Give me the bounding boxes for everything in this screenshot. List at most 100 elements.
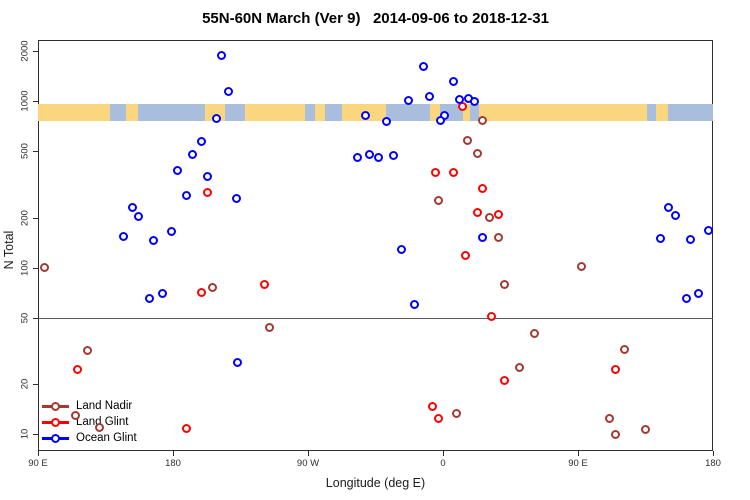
legend-item-land-glint: Land Glint	[42, 414, 192, 430]
y-tick	[33, 51, 38, 53]
data-point-ocean-glint	[128, 202, 138, 212]
legend-label: Ocean Glint	[76, 432, 137, 444]
y-tick	[33, 217, 38, 219]
chart-title: 55N-60N March (Ver 9) 2014-09-06 to 2018…	[202, 10, 549, 27]
data-point-land-nadir	[477, 116, 487, 126]
data-point-ocean-glint	[202, 171, 212, 181]
data-point-land-glint	[610, 365, 620, 375]
x-tick	[578, 451, 579, 456]
data-point-land-glint	[477, 184, 487, 194]
map-strip-segment-ocean	[386, 104, 430, 122]
data-point-land-nadir	[82, 345, 92, 355]
legend-label: Land Nadir	[76, 400, 133, 412]
map-strip-segment-land	[245, 104, 305, 122]
y-axis-label: N Total	[2, 230, 16, 270]
data-point-land-nadir	[620, 344, 630, 354]
data-point-land-nadir	[515, 363, 525, 373]
map-strip-segment-land	[126, 104, 139, 122]
data-point-ocean-glint	[167, 226, 177, 236]
data-point-ocean-glint	[454, 94, 464, 104]
data-point-ocean-glint	[181, 191, 191, 201]
y-tick	[33, 434, 38, 436]
x-axis-label: Longitude (deg E)	[325, 476, 426, 490]
data-point-ocean-glint	[396, 245, 406, 255]
data-point-ocean-glint	[470, 97, 480, 107]
legend-circle	[51, 417, 60, 427]
data-point-ocean-glint	[381, 116, 391, 126]
data-point-ocean-glint	[188, 150, 198, 160]
y-tick-label: 20	[19, 378, 31, 390]
data-point-ocean-glint	[231, 193, 241, 203]
y-tick	[33, 151, 38, 153]
x-tick-label: 180	[165, 458, 181, 469]
legend-circle	[51, 401, 60, 411]
data-point-land-glint	[493, 209, 503, 219]
data-point-ocean-glint	[133, 211, 143, 221]
data-point-land-nadir	[485, 213, 495, 223]
data-point-land-nadir	[576, 262, 586, 272]
legend-label: Land Glint	[76, 416, 129, 428]
data-point-ocean-glint	[224, 86, 234, 96]
data-point-ocean-glint	[365, 149, 375, 159]
x-tick-label: 180	[705, 458, 721, 469]
map-strip-segment-land	[38, 104, 110, 122]
data-point-ocean-glint	[656, 233, 666, 243]
data-point-land-glint	[430, 167, 440, 177]
x-tick	[38, 451, 39, 456]
data-point-ocean-glint	[686, 235, 696, 245]
map-strip-segment-ocean	[470, 104, 479, 122]
data-point-ocean-glint	[197, 137, 207, 147]
data-point-land-nadir	[95, 422, 105, 432]
data-point-ocean-glint	[119, 232, 129, 242]
y-tick-label: 50	[19, 312, 31, 324]
y-tick-label: 2000	[19, 40, 31, 62]
data-point-ocean-glint	[703, 225, 713, 235]
data-point-land-nadir	[500, 280, 510, 290]
data-point-ocean-glint	[352, 152, 362, 162]
x-tick-label: 90 W	[296, 458, 320, 469]
map-strip-segment-ocean	[668, 104, 713, 122]
map-strip-segment-ocean	[324, 104, 343, 122]
data-point-land-nadir	[493, 233, 503, 243]
data-point-land-glint	[472, 207, 482, 217]
map-strip-segment-land	[315, 104, 325, 122]
data-point-ocean-glint	[157, 288, 167, 298]
data-point-ocean-glint	[418, 62, 428, 72]
data-point-land-nadir	[462, 136, 472, 146]
data-point-ocean-glint	[693, 288, 703, 298]
data-point-ocean-glint	[360, 110, 370, 120]
map-strip-segment-land	[656, 104, 668, 122]
x-tick	[308, 451, 309, 456]
legend-item-ocean-glint: Ocean Glint	[42, 430, 192, 446]
data-point-land-nadir	[207, 283, 217, 293]
data-point-ocean-glint	[373, 152, 383, 162]
map-strip-segment-ocean	[225, 104, 245, 122]
x-tick	[443, 451, 444, 456]
data-point-land-glint	[260, 280, 270, 290]
data-point-land-nadir	[529, 328, 539, 338]
data-point-ocean-glint	[670, 210, 680, 220]
map-strip-segment-ocean	[305, 104, 316, 122]
x-tick	[173, 451, 174, 456]
data-point-land-glint	[182, 424, 192, 434]
data-point-ocean-glint	[424, 92, 434, 102]
data-point-ocean-glint	[681, 294, 691, 304]
y-tick-label: 1000	[19, 90, 31, 112]
data-point-ocean-glint	[149, 236, 159, 246]
map-strip-segment-ocean	[138, 104, 205, 122]
y-tick	[33, 384, 38, 386]
data-point-ocean-glint	[440, 111, 450, 121]
data-point-land-glint	[427, 402, 437, 412]
data-point-ocean-glint	[233, 357, 243, 367]
data-point-land-nadir	[264, 323, 274, 333]
data-point-land-nadir	[70, 410, 80, 420]
legend-item-land-nadir: Land Nadir	[42, 398, 192, 414]
y-tick	[33, 101, 38, 103]
data-point-land-glint	[72, 365, 82, 375]
y-tick-label: 500	[19, 143, 31, 160]
legend: Land Nadir Land Glint Ocean Glint	[42, 398, 192, 446]
legend-circle	[51, 433, 60, 443]
data-point-land-nadir	[640, 424, 650, 434]
data-point-land-glint	[197, 287, 207, 297]
data-point-land-glint	[486, 311, 496, 321]
